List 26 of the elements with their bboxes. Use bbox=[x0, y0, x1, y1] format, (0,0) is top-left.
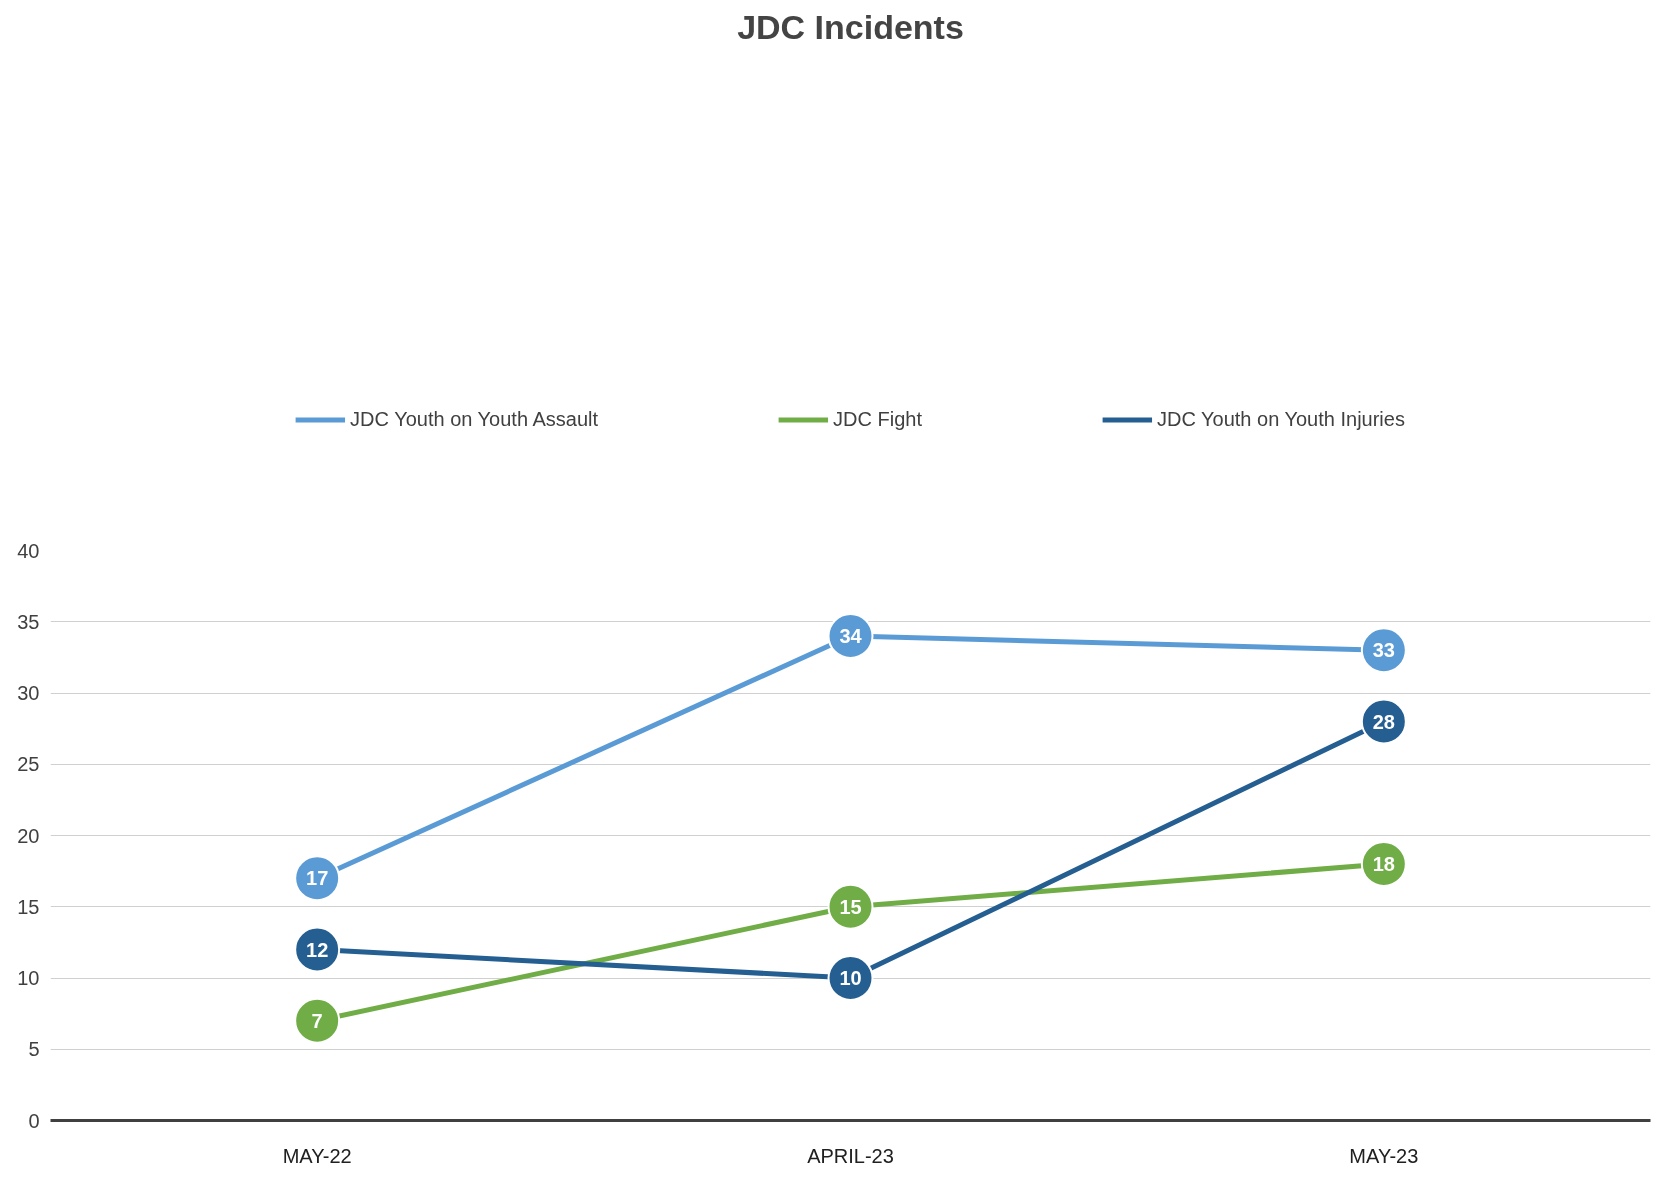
y-tick-label: 25 bbox=[17, 753, 40, 776]
legend-label: JDC Fight bbox=[833, 407, 922, 431]
data-label: 33 bbox=[1372, 639, 1395, 662]
y-tick-label: 5 bbox=[28, 1038, 40, 1061]
data-label: 18 bbox=[1372, 853, 1395, 875]
point bbox=[294, 997, 341, 1044]
data-label: 28 bbox=[1372, 710, 1395, 733]
data-label: 34 bbox=[839, 625, 863, 647]
data-label: 12 bbox=[306, 938, 329, 961]
x-tick-label: APRIL-23 bbox=[807, 1144, 894, 1167]
y-tick-label: 30 bbox=[17, 682, 40, 704]
data-label: 10 bbox=[839, 967, 862, 989]
y-tick-label: 35 bbox=[17, 610, 40, 633]
y-tick-label: 0 bbox=[28, 1109, 40, 1132]
legend-label: JDC Youth on Youth Injuries bbox=[1156, 407, 1405, 431]
y-tick-label: 40 bbox=[17, 539, 40, 562]
x-tick-label: MAY-23 bbox=[1349, 1144, 1419, 1167]
data-label: 7 bbox=[311, 1009, 323, 1032]
legend-label: JDC Youth on Youth Assault bbox=[350, 407, 599, 431]
data-label: 17 bbox=[306, 867, 329, 890]
chart-title: JDC Incidents bbox=[737, 7, 964, 46]
y-tick-label: 10 bbox=[17, 967, 40, 989]
data-label: 15 bbox=[839, 895, 862, 918]
y-tick-label: 20 bbox=[17, 824, 40, 847]
x-tick-label: MAY-22 bbox=[282, 1144, 352, 1167]
y-tick-label: 15 bbox=[17, 895, 40, 918]
